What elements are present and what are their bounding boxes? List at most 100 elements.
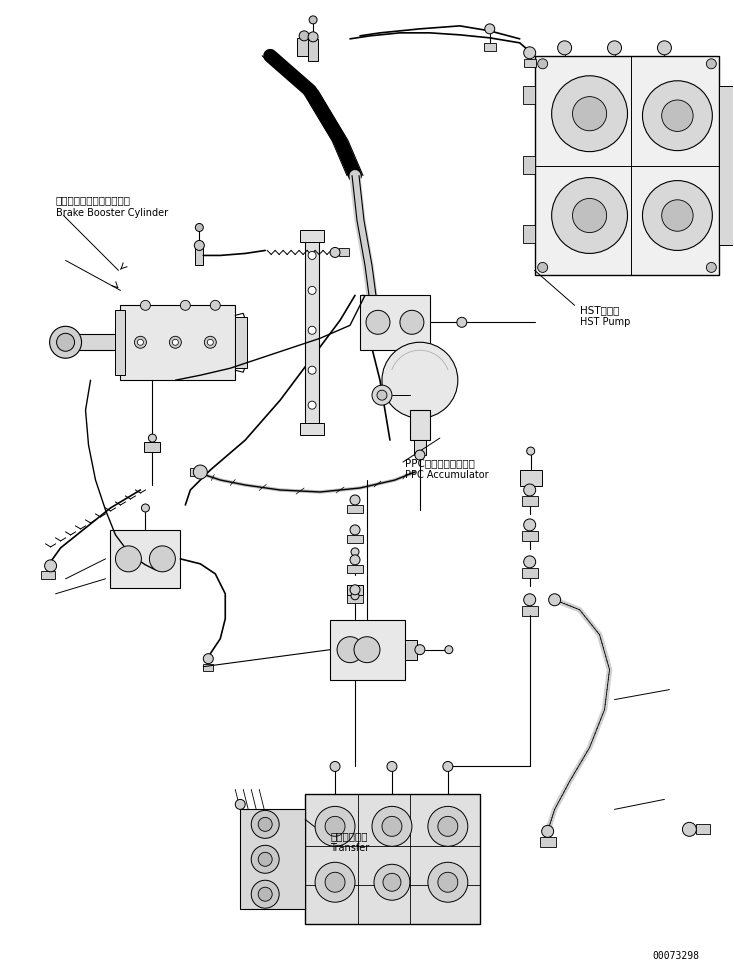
- Circle shape: [350, 585, 360, 594]
- Circle shape: [415, 645, 425, 654]
- Bar: [522, 530, 538, 541]
- Circle shape: [523, 593, 536, 606]
- Circle shape: [172, 339, 178, 346]
- Bar: [520, 470, 542, 486]
- Circle shape: [538, 262, 548, 272]
- Bar: [40, 571, 54, 579]
- Circle shape: [608, 41, 622, 55]
- Bar: [697, 825, 711, 834]
- Circle shape: [387, 762, 397, 771]
- Circle shape: [251, 845, 279, 873]
- Bar: [719, 86, 734, 246]
- Circle shape: [400, 311, 424, 334]
- Circle shape: [706, 59, 716, 69]
- Circle shape: [211, 300, 220, 311]
- Circle shape: [523, 484, 536, 496]
- Circle shape: [308, 287, 316, 294]
- Bar: [300, 230, 324, 242]
- Circle shape: [309, 15, 317, 24]
- Circle shape: [330, 762, 340, 771]
- Circle shape: [538, 59, 548, 69]
- Text: PPC Accumulator: PPC Accumulator: [405, 470, 489, 480]
- Circle shape: [428, 862, 468, 902]
- Circle shape: [383, 873, 401, 892]
- Circle shape: [484, 24, 495, 34]
- Circle shape: [204, 336, 217, 348]
- Circle shape: [148, 434, 156, 442]
- Circle shape: [642, 181, 712, 251]
- Circle shape: [350, 555, 360, 565]
- Circle shape: [150, 546, 175, 572]
- Circle shape: [258, 888, 272, 901]
- Circle shape: [337, 637, 363, 663]
- Text: HST Pump: HST Pump: [580, 318, 630, 327]
- Circle shape: [351, 591, 359, 600]
- Circle shape: [415, 450, 425, 460]
- Circle shape: [308, 252, 316, 259]
- Circle shape: [372, 806, 412, 846]
- Circle shape: [438, 872, 458, 892]
- Circle shape: [236, 800, 245, 809]
- Bar: [347, 594, 363, 603]
- Circle shape: [350, 525, 360, 535]
- Circle shape: [258, 817, 272, 832]
- Circle shape: [57, 333, 75, 351]
- Text: HSTポンプ: HSTポンプ: [580, 305, 619, 316]
- Text: Transfer: Transfer: [330, 843, 369, 854]
- Circle shape: [573, 97, 606, 131]
- Text: 00073298: 00073298: [653, 952, 700, 961]
- Circle shape: [377, 390, 387, 400]
- Circle shape: [573, 198, 606, 232]
- Text: トランスファ: トランスファ: [330, 832, 368, 841]
- Circle shape: [195, 224, 203, 231]
- Bar: [523, 156, 534, 173]
- Circle shape: [193, 465, 207, 479]
- Circle shape: [552, 177, 628, 254]
- Circle shape: [374, 864, 410, 900]
- Bar: [339, 249, 349, 257]
- Bar: [484, 43, 495, 51]
- Bar: [240, 809, 305, 909]
- Circle shape: [207, 339, 214, 346]
- Circle shape: [457, 318, 467, 327]
- Bar: [522, 606, 538, 616]
- Circle shape: [542, 826, 553, 837]
- Circle shape: [330, 248, 340, 257]
- Circle shape: [372, 385, 392, 406]
- Circle shape: [683, 823, 697, 836]
- Circle shape: [558, 41, 572, 55]
- Circle shape: [315, 862, 355, 902]
- Circle shape: [170, 336, 181, 348]
- Bar: [410, 410, 430, 440]
- Circle shape: [523, 46, 536, 59]
- Circle shape: [445, 646, 453, 653]
- Bar: [195, 246, 203, 265]
- Bar: [522, 496, 538, 506]
- Circle shape: [181, 300, 190, 311]
- Circle shape: [527, 447, 534, 455]
- Circle shape: [366, 311, 390, 334]
- Circle shape: [642, 80, 712, 151]
- Bar: [203, 664, 214, 671]
- Circle shape: [350, 495, 360, 505]
- Bar: [347, 565, 363, 573]
- Circle shape: [258, 852, 272, 866]
- Bar: [300, 423, 324, 435]
- Circle shape: [137, 339, 143, 346]
- Circle shape: [308, 326, 316, 334]
- Bar: [414, 440, 426, 455]
- Circle shape: [251, 880, 279, 908]
- Bar: [305, 235, 319, 430]
- Circle shape: [115, 546, 142, 572]
- Bar: [523, 226, 534, 244]
- Circle shape: [661, 199, 693, 231]
- Circle shape: [523, 556, 536, 568]
- Text: PPCアキュームレータ: PPCアキュームレータ: [405, 458, 475, 469]
- Bar: [305, 795, 480, 924]
- Bar: [523, 59, 536, 67]
- Circle shape: [658, 41, 672, 55]
- Circle shape: [308, 366, 316, 375]
- Bar: [145, 442, 161, 452]
- Bar: [297, 38, 312, 56]
- Circle shape: [661, 100, 693, 132]
